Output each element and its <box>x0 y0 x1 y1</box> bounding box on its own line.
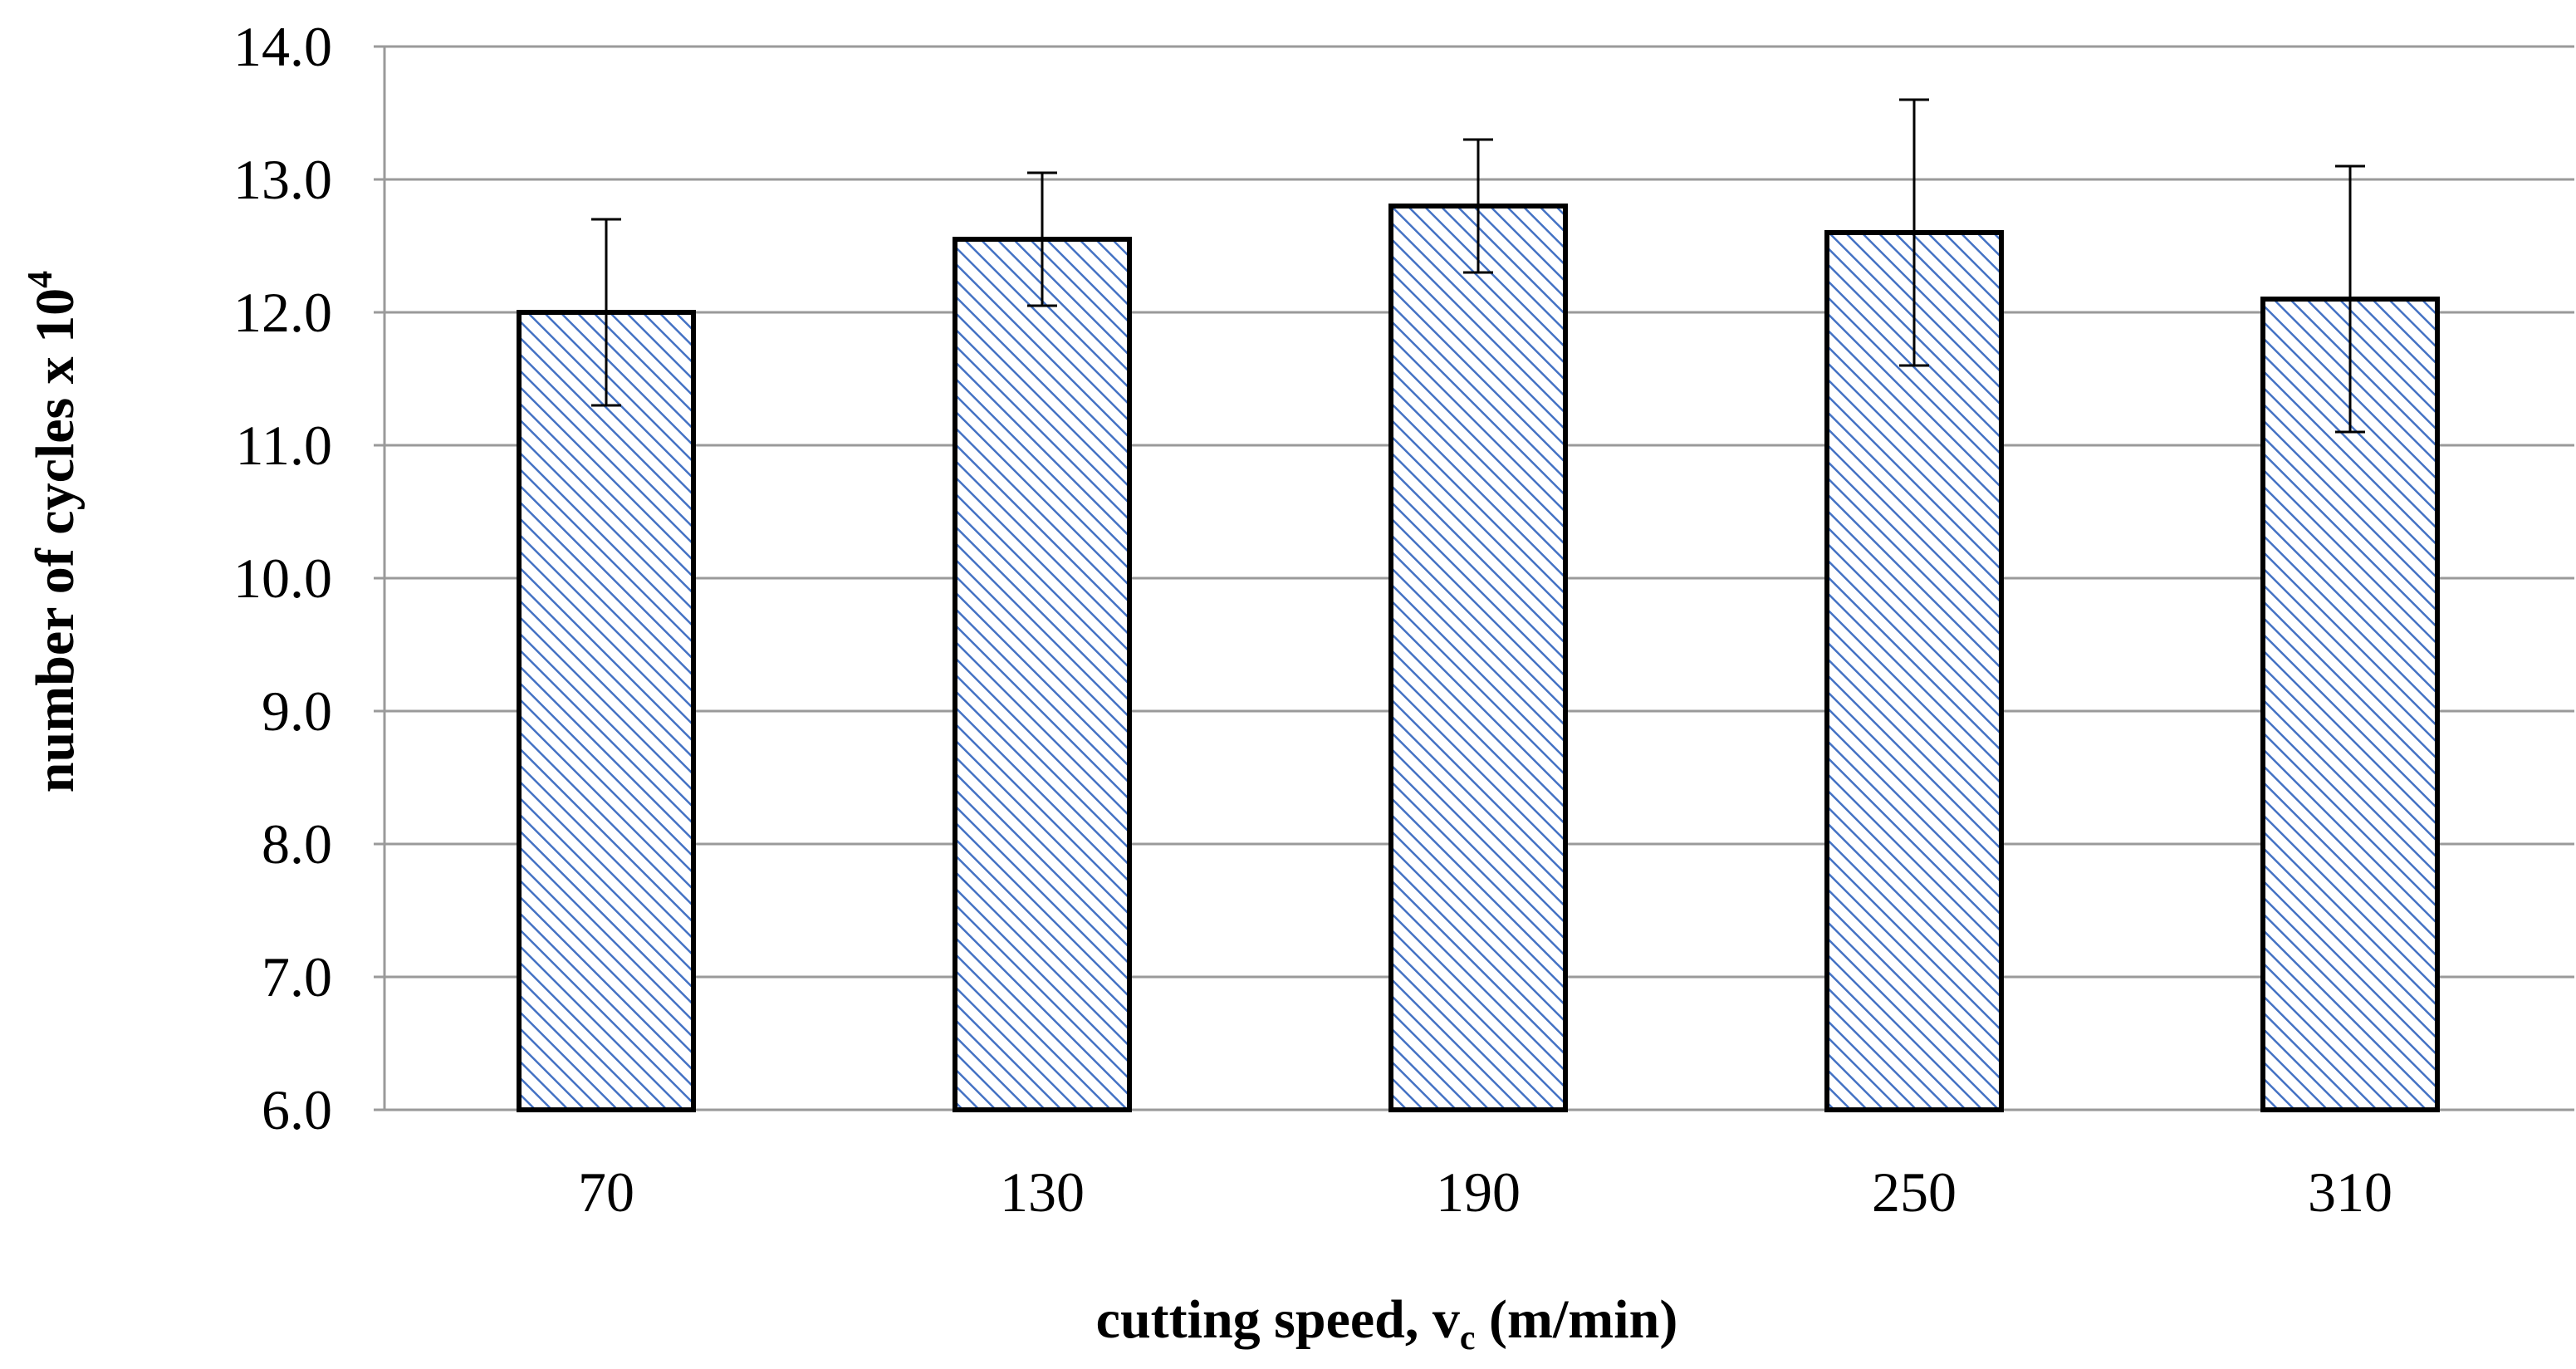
x-axis-ticks: 70 130 190 250 310 <box>578 1160 2392 1224</box>
bar-130 <box>953 237 1132 1112</box>
y-tick-label: 7.0 <box>262 945 332 1008</box>
error-bar-70 <box>591 218 621 407</box>
y-tick-label: 10.0 <box>233 547 332 610</box>
error-bar-130 <box>1027 171 1057 307</box>
bar-70 <box>517 310 696 1112</box>
x-tick-label: 310 <box>2308 1160 2392 1224</box>
y-tick-label: 14.0 <box>233 15 332 78</box>
x-tick-label: 190 <box>1436 1160 1521 1224</box>
x-axis-label: cutting speed, vc (m/min) <box>1096 1289 1678 1357</box>
bar-310 <box>2260 297 2440 1112</box>
y-tick-label: 8.0 <box>262 812 332 876</box>
x-tick-label: 130 <box>1000 1160 1085 1224</box>
bar-190 <box>1388 204 1568 1112</box>
x-tick-label: 250 <box>1872 1160 1956 1224</box>
error-bar-310 <box>2335 164 2365 434</box>
y-tick-label: 13.0 <box>233 148 332 211</box>
y-tick-label: 12.0 <box>233 281 332 344</box>
y-axis-label: number of cycles x 104 <box>22 271 86 792</box>
error-bars <box>591 98 2365 434</box>
bars <box>517 204 2440 1112</box>
y-axis-ticks: 6.0 7.0 8.0 9.0 10.0 11.0 12.0 13.0 14.0 <box>233 15 332 1141</box>
x-tick-label: 70 <box>578 1160 634 1224</box>
error-bar-190 <box>1463 138 1493 274</box>
y-tick-label: 11.0 <box>236 414 332 477</box>
error-bar-250 <box>1899 98 1929 367</box>
y-tick-label: 6.0 <box>262 1078 332 1141</box>
y-tick-label: 9.0 <box>262 680 332 743</box>
